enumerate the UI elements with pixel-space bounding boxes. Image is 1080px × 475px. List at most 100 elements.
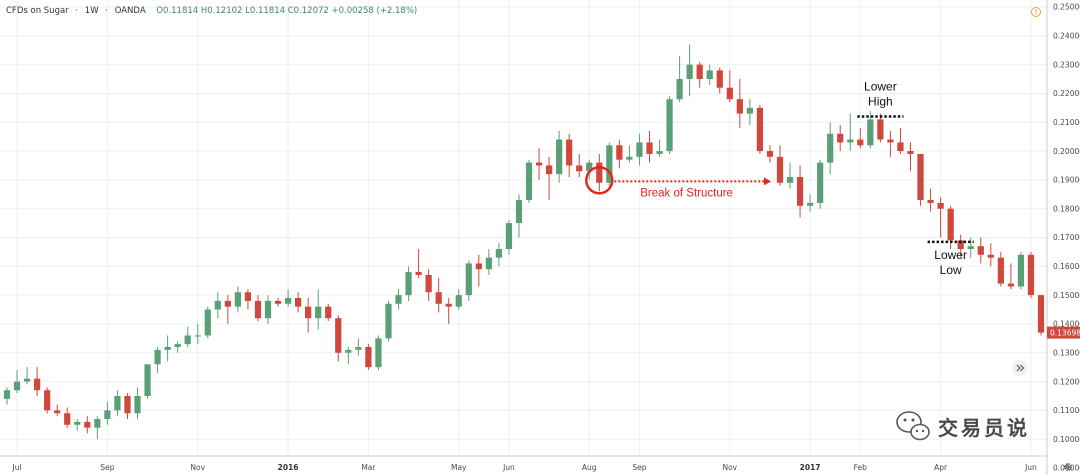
candle	[877, 113, 884, 143]
candle	[395, 289, 402, 310]
candle-body	[355, 346, 362, 350]
candle-body	[817, 162, 824, 203]
candle	[505, 220, 513, 255]
candle	[23, 367, 31, 385]
header: CFDs on Sugar · 1W · OANDA O0.11814 H0.1…	[6, 6, 417, 16]
candle	[736, 79, 743, 129]
candle-body	[666, 99, 673, 152]
candle	[134, 387, 141, 420]
candle	[84, 416, 91, 434]
time-tick-label: Sep	[632, 463, 646, 472]
candle	[74, 419, 81, 431]
candle	[525, 159, 533, 203]
candle-body	[726, 87, 733, 100]
candle-body	[626, 156, 633, 160]
candle-body	[576, 165, 583, 172]
candle	[867, 110, 874, 149]
time-axis[interactable]: Jul Sep Nov 2016 Mar May Jun Aug Sep Nov 2017 Feb Ap…	[12, 463, 1038, 472]
candle	[284, 289, 292, 307]
candle-body	[877, 119, 884, 140]
candle-body	[274, 300, 282, 304]
candle	[1017, 251, 1025, 290]
candle-body	[696, 64, 703, 80]
candle	[375, 335, 382, 371]
last-price-tag	[1047, 326, 1080, 339]
scroll-right-icon[interactable]	[1012, 360, 1028, 376]
candle-body	[586, 162, 593, 172]
candle-body	[827, 133, 834, 163]
candle	[465, 260, 472, 301]
candle-body	[606, 145, 613, 183]
candle-body	[566, 139, 573, 166]
candle	[917, 153, 924, 206]
candle	[13, 370, 21, 394]
candle	[114, 390, 121, 417]
candle-body	[736, 99, 743, 114]
candle	[3, 387, 11, 405]
candle	[144, 364, 151, 399]
candle-body	[74, 421, 81, 425]
candle-body	[746, 107, 753, 114]
candle-body	[485, 257, 492, 270]
candle	[636, 133, 643, 166]
candle	[224, 295, 231, 324]
candle-body	[34, 378, 41, 391]
candle	[94, 416, 101, 440]
candle-body	[415, 272, 422, 275]
candle-body	[867, 119, 874, 146]
candle-body	[796, 176, 804, 206]
candle	[997, 251, 1004, 287]
candle	[315, 289, 322, 330]
lower-low-label-2: Low	[940, 263, 962, 277]
candle-body	[244, 292, 252, 301]
candle	[847, 113, 854, 152]
time-tick-label: Jul	[12, 463, 22, 472]
candle	[656, 139, 663, 157]
candle	[415, 249, 422, 278]
candle	[556, 130, 563, 183]
candle-body	[897, 142, 904, 152]
candle-body	[385, 303, 392, 339]
watermark-text: 交易员说	[938, 416, 1030, 440]
time-tick-label: Aug	[582, 463, 597, 472]
candle-body	[847, 139, 854, 143]
candle	[927, 188, 934, 212]
time-tick-label: Mar	[361, 463, 376, 472]
time-tick-label: May	[451, 463, 467, 472]
candle-body	[545, 165, 553, 175]
time-tick-label: Feb	[854, 463, 868, 472]
candle-body	[305, 306, 312, 319]
candle-body	[997, 257, 1004, 284]
candle-body	[756, 107, 764, 152]
time-tick-label: Nov	[722, 463, 737, 472]
candle	[977, 237, 984, 264]
candle	[827, 122, 834, 175]
symbol-name[interactable]: CFDs on Sugar	[6, 6, 69, 16]
candle-body	[214, 300, 221, 310]
candle	[54, 404, 61, 417]
candle	[305, 298, 312, 333]
candle	[606, 142, 613, 189]
candle-body	[977, 246, 984, 255]
candle	[104, 401, 111, 425]
candle-body	[636, 142, 643, 157]
candle	[766, 145, 774, 163]
interval-label[interactable]: 1W	[85, 6, 99, 16]
candle	[786, 162, 794, 189]
candle-body	[254, 300, 262, 319]
candle	[746, 99, 753, 126]
candle-body	[1027, 254, 1035, 296]
candle	[706, 64, 713, 85]
gear-icon[interactable]	[1064, 463, 1072, 471]
candle-body	[716, 70, 723, 88]
candle-body	[3, 390, 11, 399]
candle-body	[174, 344, 181, 347]
alert-icon[interactable]	[1031, 7, 1041, 17]
